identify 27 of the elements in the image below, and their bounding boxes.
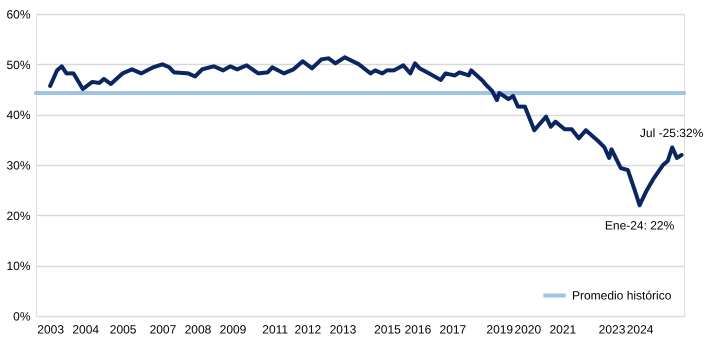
y-tick-label: 10% bbox=[6, 259, 31, 274]
x-tick-label: 2004 bbox=[72, 322, 100, 336]
x-tick-label: 2012 bbox=[294, 322, 322, 336]
y-tick-label: 0% bbox=[13, 310, 31, 324]
y-tick-label: 60% bbox=[6, 8, 31, 22]
x-tick-label: 2023 bbox=[598, 322, 626, 336]
annotation: Ene-24: 22% bbox=[604, 218, 675, 232]
x-tick-label: 2020 bbox=[514, 322, 542, 336]
x-tick-label: 2019 bbox=[486, 322, 514, 336]
legend-label: Promedio histórico bbox=[572, 288, 672, 302]
x-tick-label: 2013 bbox=[330, 322, 357, 336]
x-tick-label: 2011 bbox=[262, 322, 288, 336]
y-tick-label: 50% bbox=[6, 58, 31, 72]
x-tick-label: 2016 bbox=[404, 322, 432, 336]
x-tick-label: 2021 bbox=[549, 322, 577, 336]
x-tick-label: 2008 bbox=[184, 322, 212, 336]
y-tick-label: 40% bbox=[6, 108, 31, 122]
x-tick-label: 2017 bbox=[440, 322, 467, 336]
x-tick-label: 2009 bbox=[220, 322, 247, 336]
y-tick-label: 20% bbox=[6, 208, 31, 223]
y-tick-label: 30% bbox=[6, 158, 31, 172]
x-tick-label: 2003 bbox=[37, 322, 64, 336]
x-tick-label: 2007 bbox=[150, 322, 177, 336]
x-tick-label: 2024 bbox=[626, 322, 654, 336]
annotation: Jul -25:32% bbox=[640, 126, 704, 140]
x-tick-label: 2005 bbox=[110, 322, 137, 336]
x-tick-label: 2015 bbox=[374, 322, 402, 336]
